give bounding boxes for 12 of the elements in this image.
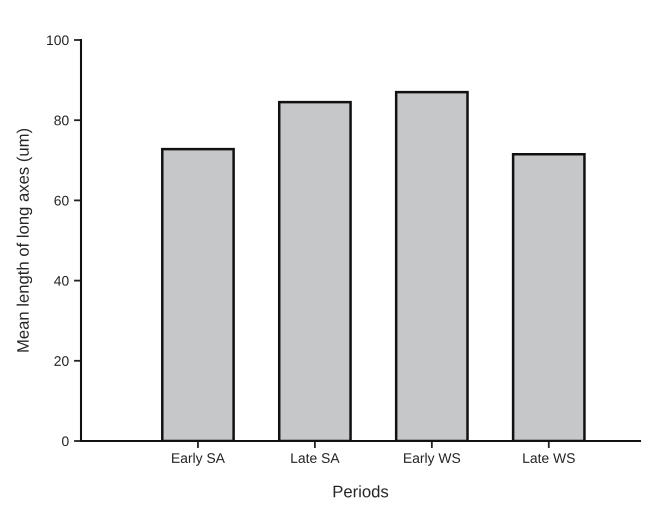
y-tick-label: 80 bbox=[54, 116, 69, 126]
y-tick-label: 100 bbox=[47, 35, 69, 46]
x-tick-label: Late SA bbox=[291, 453, 340, 464]
y-tick-label: 20 bbox=[54, 356, 69, 366]
y-tick-label: 60 bbox=[54, 196, 69, 206]
y-tick-label: 40 bbox=[54, 276, 69, 286]
x-tick-label: Early SA bbox=[172, 452, 225, 466]
x-tick-label: Early WS bbox=[404, 452, 460, 466]
y-tick-label: 0 bbox=[62, 436, 69, 446]
x-axis-title: Periods bbox=[334, 485, 388, 498]
y-axis-title: Mean length of long axes (um) bbox=[16, 128, 32, 352]
x-tick-label: Late WS bbox=[523, 453, 575, 464]
